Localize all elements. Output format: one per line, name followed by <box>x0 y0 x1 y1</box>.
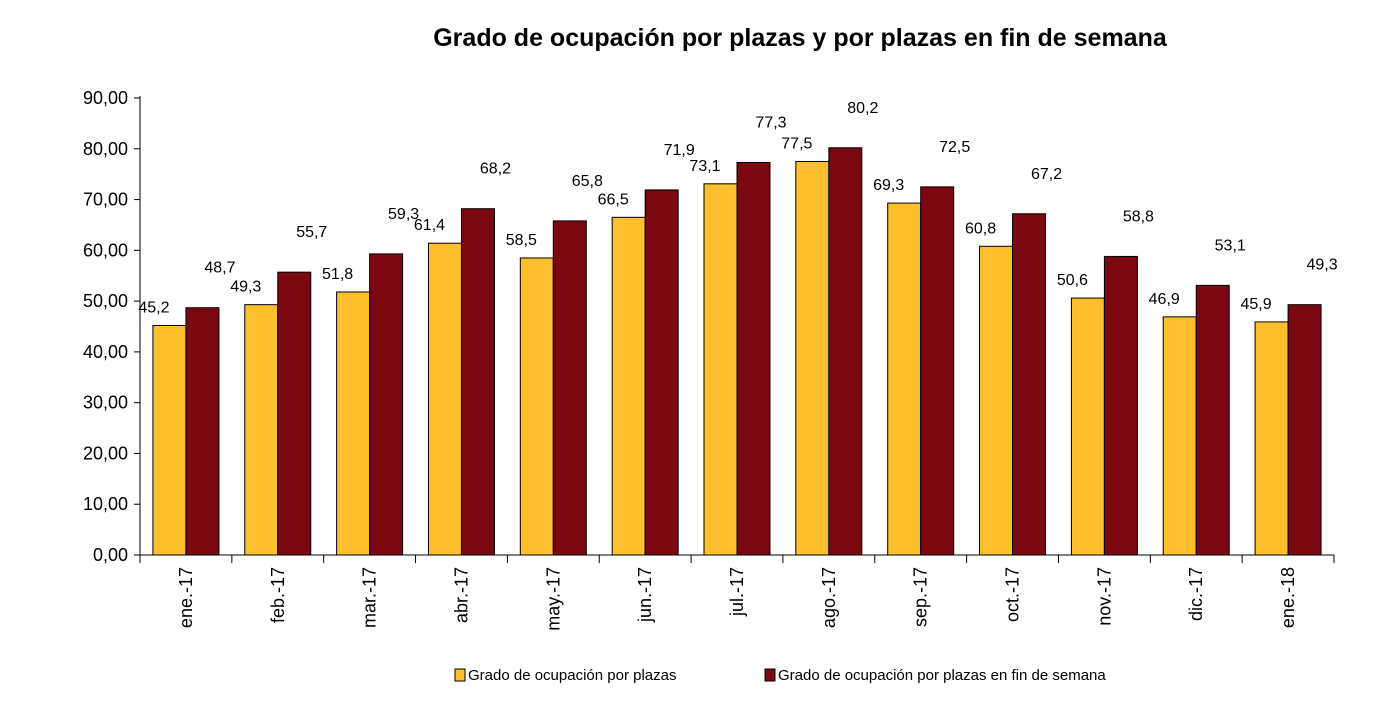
bar-fin-semana <box>920 186 955 556</box>
x-category-label: ago.-17 <box>819 567 839 628</box>
bar-fin-semana <box>736 161 771 556</box>
chart-title: Grado de ocupación por plazas y por plaz… <box>433 24 1167 52</box>
data-label-fin-semana: 68,2 <box>480 161 511 178</box>
bar-plazas <box>244 304 279 556</box>
x-category-label: feb.-17 <box>268 567 288 623</box>
bar-fin-semana <box>828 147 863 556</box>
y-tick-label: 60,00 <box>83 240 128 260</box>
bar-plazas <box>1162 316 1197 556</box>
y-axis: 0,00 10,00 20,00 30,00 40,00 50,00 60,00 70,00 8… <box>83 88 140 565</box>
y-tick-label: 80,00 <box>83 139 128 159</box>
bar-fin-semana <box>1103 255 1138 556</box>
legend: Grado de ocupación por plazas Grado de oc… <box>454 667 1106 684</box>
data-label-fin-semana: 48,7 <box>204 260 235 277</box>
legend-swatch-fin-semana <box>764 668 776 682</box>
data-label-fin-semana: 65,8 <box>572 173 603 190</box>
bar-plazas <box>152 324 187 556</box>
data-label-plazas: 69,3 <box>873 177 904 194</box>
bar-plazas <box>611 216 646 556</box>
data-label-plazas: 73,1 <box>689 158 720 175</box>
y-tick-label: 70,00 <box>83 190 128 210</box>
bar-fin-semana <box>552 220 587 556</box>
y-tick-label: 0,00 <box>93 545 128 565</box>
data-label-fin-semana: 71,9 <box>664 142 695 159</box>
data-label-plazas: 50,6 <box>1057 272 1088 289</box>
bar-fin-semana <box>369 253 404 556</box>
bar-fin-semana <box>277 271 312 556</box>
data-label-fin-semana: 67,2 <box>1031 166 1062 183</box>
bar-plazas <box>1254 321 1289 556</box>
data-label-plazas: 77,5 <box>781 135 812 152</box>
bar-plazas <box>1070 297 1105 556</box>
data-label-plazas: 60,8 <box>965 220 996 237</box>
legend-label-fin-semana: Grado de ocupación por plazas en fin de … <box>778 667 1106 684</box>
data-label-fin-semana: 53,1 <box>1215 237 1246 254</box>
y-tick-label: 90,00 <box>83 88 128 108</box>
data-label-fin-semana: 72,5 <box>939 139 970 156</box>
x-category-label: sep.-17 <box>911 567 931 627</box>
legend-swatch-plazas <box>454 668 466 682</box>
bars-group <box>152 147 1322 556</box>
data-label-plazas: 49,3 <box>230 279 261 296</box>
bar-plazas <box>887 202 922 556</box>
bar-fin-semana <box>185 307 220 556</box>
bar-plazas <box>979 245 1014 556</box>
bar-plazas <box>519 257 554 556</box>
bar-plazas <box>427 242 462 556</box>
x-category-label: mar.-17 <box>360 567 380 628</box>
x-category-label: oct.-17 <box>1003 567 1023 622</box>
bar-plazas <box>703 183 738 556</box>
bar-fin-semana <box>1287 304 1322 556</box>
bar-fin-semana <box>1195 284 1230 556</box>
data-label-plazas: 66,5 <box>598 191 629 208</box>
data-labels-group: 45,2 49,3 51,8 61,4 58,5 66,5 73,1 77,5 69,3 60,8… <box>138 100 1337 317</box>
bar-plazas <box>336 291 371 556</box>
bar-fin-semana <box>1012 213 1047 556</box>
data-label-plazas: 45,9 <box>1241 296 1272 313</box>
y-tick-label: 40,00 <box>83 342 128 362</box>
y-tick-label: 10,00 <box>83 494 128 514</box>
x-category-label: jun.-17 <box>635 567 655 623</box>
legend-label-plazas: Grado de ocupación por plazas <box>468 667 676 684</box>
data-label-plazas: 61,4 <box>414 217 445 234</box>
x-category-label: nov.-17 <box>1094 567 1114 626</box>
data-label-fin-semana: 59,3 <box>388 206 419 223</box>
data-label-fin-semana: 80,2 <box>847 100 878 117</box>
bar-fin-semana <box>460 208 495 556</box>
x-category-label: may.-17 <box>543 567 563 631</box>
data-label-fin-semana: 49,3 <box>1307 257 1338 274</box>
data-label-plazas: 58,5 <box>506 232 537 249</box>
y-tick-label: 20,00 <box>83 443 128 463</box>
x-category-label: abr.-17 <box>451 567 471 623</box>
data-label-plazas: 46,9 <box>1149 291 1180 308</box>
data-label-plazas: 51,8 <box>322 266 353 283</box>
y-tick-label: 30,00 <box>83 393 128 413</box>
data-label-plazas: 45,2 <box>138 299 169 316</box>
data-label-fin-semana: 77,3 <box>755 114 786 131</box>
x-category-label: ene.-18 <box>1278 567 1298 628</box>
data-label-fin-semana: 55,7 <box>296 224 327 241</box>
y-tick-label: 50,00 <box>83 291 128 311</box>
x-axis-categories: ene.-17 feb.-17 mar.-17 abr.-17 may.-17 jun.-… <box>176 567 1298 631</box>
x-category-label: jul.-17 <box>727 567 747 617</box>
bar-fin-semana <box>644 189 679 556</box>
x-category-label: ene.-17 <box>176 567 196 628</box>
x-category-label: dic.-17 <box>1186 567 1206 621</box>
data-label-fin-semana: 58,8 <box>1123 208 1154 225</box>
bar-plazas <box>795 160 830 556</box>
axes-group <box>139 96 1335 563</box>
